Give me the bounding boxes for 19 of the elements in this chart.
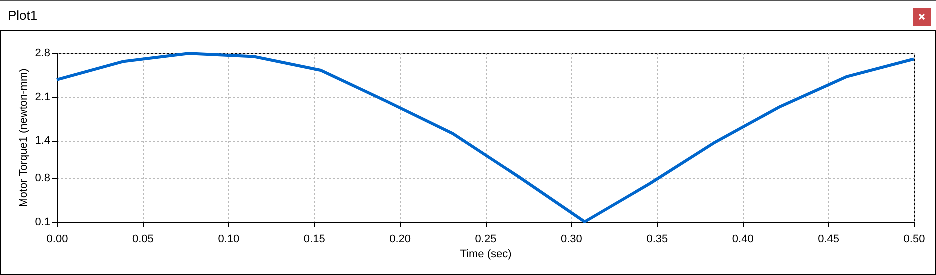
x-tick-label: 0.20 [390, 234, 412, 246]
chart-title: Plot1 [8, 8, 38, 23]
x-tick-label: 0.35 [646, 234, 668, 246]
x-tick-label: 0.40 [732, 234, 754, 246]
x-tick-label: 0.25 [475, 234, 497, 246]
x-axis-title: Time (sec) [460, 248, 512, 260]
y-axis-title: Motor Torque1 (newton-mm) [18, 68, 30, 208]
y-tick-label: 2.8 [35, 48, 50, 60]
y-tick-label: 0.1 [35, 216, 50, 228]
x-tick-label: 0.05 [132, 234, 154, 246]
y-tick-label: 2.1 [35, 91, 50, 104]
x-tick-label: 0.00 [46, 234, 68, 246]
x-tick-label: 0.45 [818, 234, 840, 246]
x-tick-label: 0.50 [904, 234, 926, 246]
x-tick-label: 0.10 [218, 234, 240, 246]
y-tick-label: 1.4 [35, 135, 50, 148]
x-tick-label: 0.15 [304, 234, 326, 246]
y-tick-label: 0.8 [35, 172, 50, 185]
x-tick-label: 0.30 [560, 234, 582, 246]
